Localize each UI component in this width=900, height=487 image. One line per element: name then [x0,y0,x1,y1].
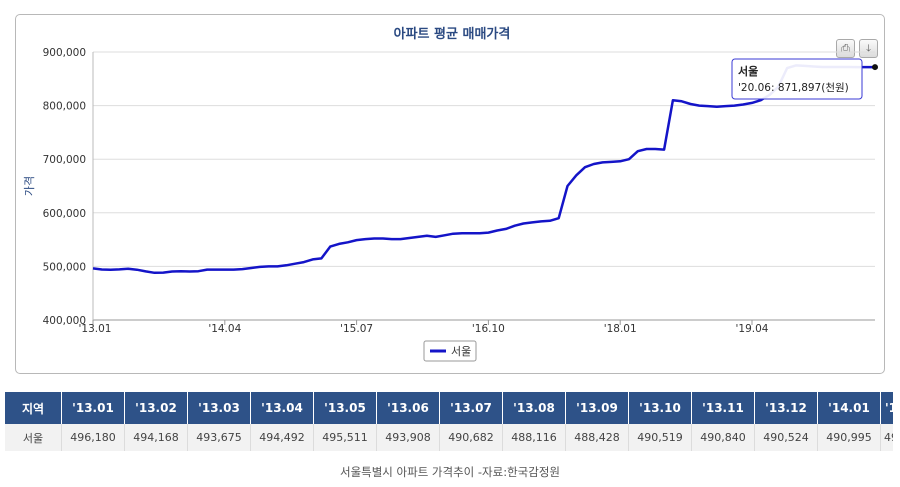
column-header-month: '13.03 [187,392,251,424]
table-cell: 490,519 [628,424,692,451]
y-axis-label: 가격 [23,176,36,196]
table-cell: 493,908 [376,424,440,451]
column-header-month: '13.04 [250,392,314,424]
y-tick-label: 700,000 [43,154,86,166]
column-header-region: 지역 [5,392,62,424]
table-cell: 490,995 [817,424,881,451]
x-tick-label: '16.10 [472,323,505,335]
tooltip-value: '20.06: 871,897(천원) [738,82,849,94]
row-label: 서울 [5,424,62,451]
column-header-month: '13.06 [376,392,440,424]
table-cell: 488,116 [502,424,566,451]
line-chart: 아파트 평균 매매가격 400,000 500,000 600,000 700,000 8… [23,26,878,362]
download-icon: ⤓ [866,41,871,55]
table-cell: 493,675 [187,424,251,451]
column-header-month: '13.05 [313,392,377,424]
column-header-month: '13.01 [61,392,125,424]
table-cell: 490,682 [439,424,503,451]
y-tick-label: 500,000 [43,261,86,273]
column-header-month: '13.08 [502,392,566,424]
y-tick-label: 900,000 [43,47,86,59]
y-tick-label: 800,000 [43,101,86,113]
x-tick-label: '18.01 [604,323,637,335]
print-button[interactable]: ⎙ [836,39,855,58]
y-tick-label: 600,000 [43,208,86,220]
column-header-month: '14.01 [817,392,881,424]
column-header-month: '1 [880,392,893,424]
tooltip-box [731,58,863,100]
highlight-point [872,64,878,71]
chart-title: 아파트 평균 매매가격 [394,26,511,42]
table-cell: 490,840 [691,424,755,451]
print-icon: ⎙ [841,41,850,55]
source-caption: 서울특별시 아파트 가격추이 -자료:한국감정원 [339,465,560,479]
download-button[interactable]: ⤓ [859,39,878,58]
table-cell: 49 [880,424,893,451]
table-cell: 496,180 [61,424,125,451]
column-header-month: '13.10 [628,392,692,424]
x-tick-label: '19.04 [736,323,769,335]
data-table-wrap: 지역 '13.01'13.02'13.03'13.04'13.05'13.06'1… [5,392,893,453]
series-line-seoul [92,64,875,275]
legend-label: 서울 [451,345,471,358]
table-cell: 495,511 [313,424,377,451]
table-cell: 490,524 [754,424,818,451]
table-header-row: 지역 '13.01'13.02'13.03'13.04'13.05'13.06'1… [5,392,893,424]
table-cell: 494,492 [250,424,314,451]
x-tick-label: '13.01 [79,323,112,335]
y-tick-label: 400,000 [43,315,86,327]
column-header-month: '13.09 [565,392,629,424]
data-table: 지역 '13.01'13.02'13.03'13.04'13.05'13.06'1… [5,392,893,451]
column-header-month: '13.02 [124,392,188,424]
tooltip-series: 서울 [738,64,758,78]
x-tick-label: '14.04 [208,323,241,335]
column-header-month: '13.12 [754,392,818,424]
column-header-month: '13.07 [439,392,503,424]
table-cell: 488,428 [565,424,629,451]
legend-box [423,340,477,362]
table-row: 서울 496,180 494,168 493,675 494,492 495,511 493… [5,424,893,451]
x-tick-label: '15.07 [340,323,373,335]
table-cell: 494,168 [124,424,188,451]
column-header-month: '13.11 [691,392,755,424]
